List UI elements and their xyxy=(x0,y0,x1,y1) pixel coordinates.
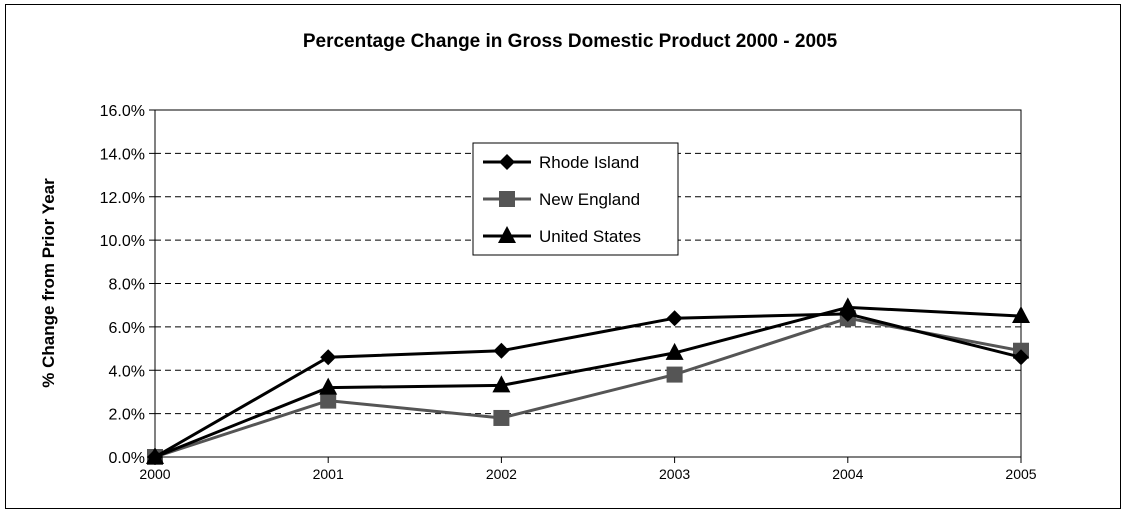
data-point-new-england-1 xyxy=(320,392,337,409)
x-tick-label-5: 2005 xyxy=(1005,466,1036,482)
y-tick-label-0: 0.0% xyxy=(109,450,145,467)
y-axis-label: % Change from Prior Year xyxy=(39,178,58,388)
y-tick-label-4: 8.0% xyxy=(109,277,145,294)
x-tick-label-2: 2002 xyxy=(486,466,517,482)
y-tick-label-8: 16.0% xyxy=(100,103,145,120)
data-point-united-states-1 xyxy=(319,377,338,395)
y-tick-label-2: 4.0% xyxy=(109,363,145,380)
data-point-rhode-island-3 xyxy=(666,310,683,327)
data-point-new-england-2 xyxy=(493,409,510,426)
data-point-rhode-island-2 xyxy=(493,342,510,359)
data-point-rhode-island-5 xyxy=(1013,349,1029,366)
chart-title: Percentage Change in Gross Domestic Prod… xyxy=(303,31,838,52)
data-point-rhode-island-1 xyxy=(320,349,337,366)
x-tick-label-4: 2004 xyxy=(832,466,863,482)
plot-area: 0.0% 2.0% 4.0% 6.0% 8.0% 10.0% 12.0% 14.0% 16.0%… xyxy=(100,103,1037,482)
legend-label-new-england: New England xyxy=(539,190,640,209)
data-point-rhode-island-4 xyxy=(839,305,856,322)
x-tick-label-3: 2003 xyxy=(659,466,690,482)
series-line-united-states xyxy=(154,305,1022,459)
legend-label-rhode-island: Rhode Island xyxy=(539,153,639,172)
data-point-united-states-3 xyxy=(665,342,684,360)
chart-frame xyxy=(5,4,1121,509)
y-tick-label-3: 6.0% xyxy=(109,320,145,337)
data-point-united-states-2 xyxy=(492,375,511,393)
data-point-united-states-4 xyxy=(838,297,857,315)
series-line-rhode-island xyxy=(154,312,1022,459)
data-point-rhode-island-0 xyxy=(147,449,163,465)
legend-label-united-states: United States xyxy=(539,227,641,246)
legend-marker-united-states xyxy=(498,226,516,243)
series-line-new-england xyxy=(154,316,1022,459)
data-point-new-england-3 xyxy=(666,366,683,383)
y-tick-label-5: 10.0% xyxy=(100,233,145,250)
data-point-united-states-5 xyxy=(1012,306,1030,324)
y-tick-label-7: 14.0% xyxy=(100,146,145,163)
legend-marker-rhode-island xyxy=(499,154,515,170)
y-tick-label-6: 12.0% xyxy=(100,190,145,207)
x-tick-label-0: 2000 xyxy=(139,466,170,482)
y-tick-label-1: 2.0% xyxy=(109,407,145,424)
x-tick-label-1: 2001 xyxy=(313,466,344,482)
legend-marker-new-england xyxy=(499,191,515,207)
